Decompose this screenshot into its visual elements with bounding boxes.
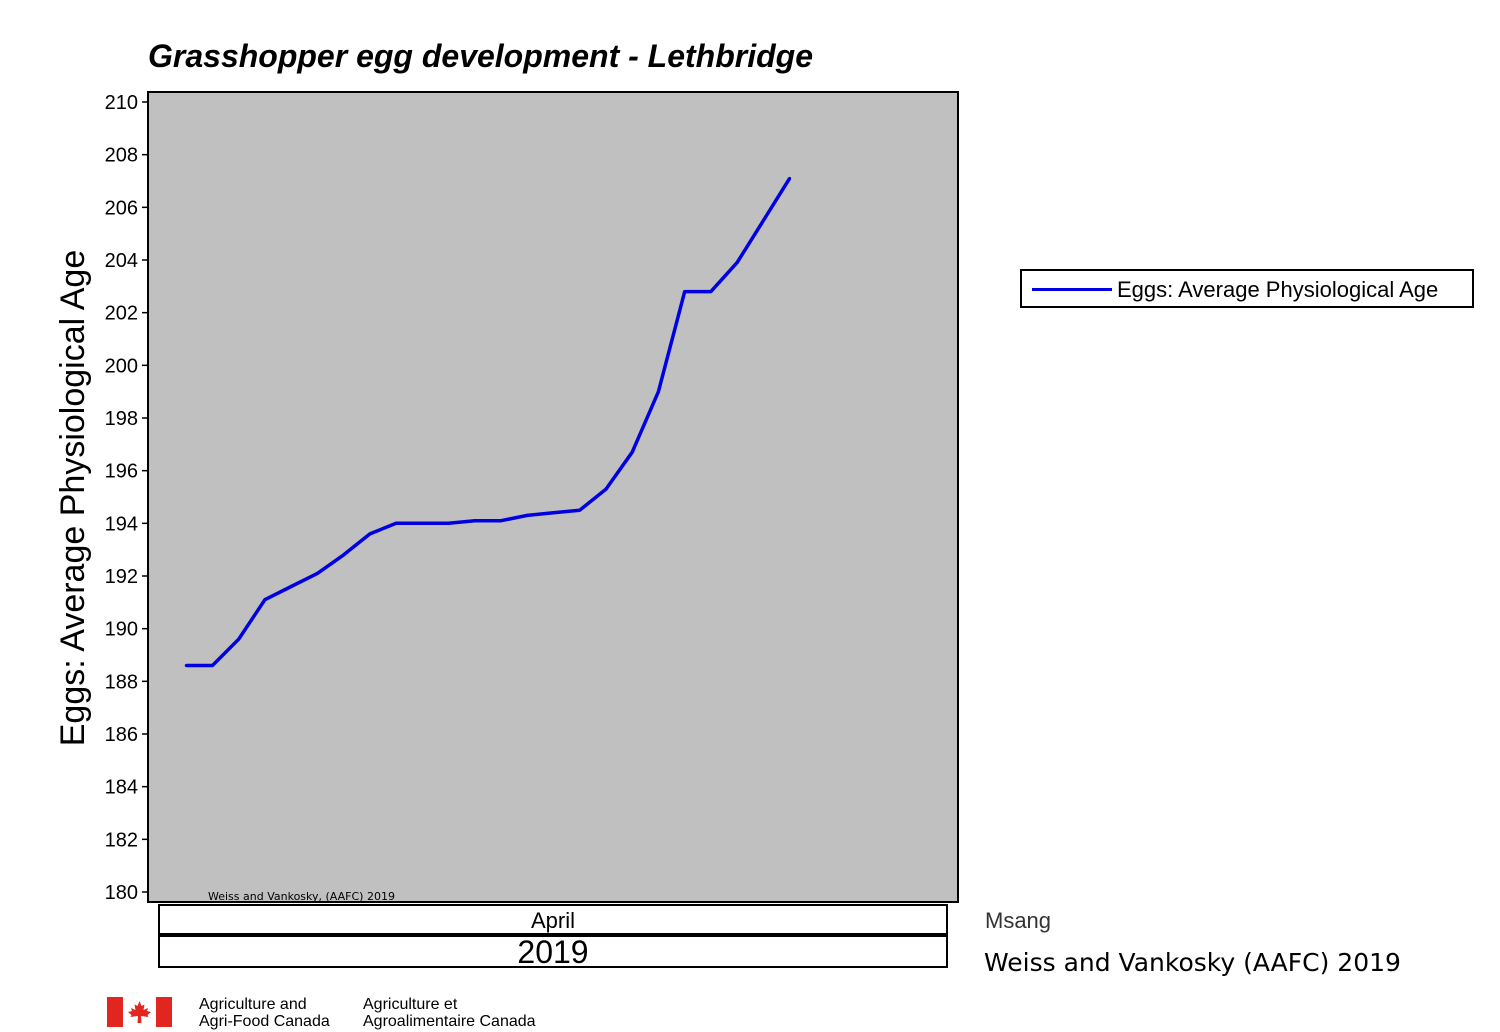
data-point [237,637,241,641]
agency-name-fr: Agriculture et Agroalimentaire Canada [363,996,536,1030]
data-point [788,176,792,180]
y-tick-label: 200 [105,355,138,377]
x-month-box [158,904,948,935]
data-point [683,290,687,294]
y-axis: 180 182 184 186 188 190 192 194 196 198 200 202 204 2… [105,92,148,904]
series-points [184,176,792,668]
x-month-label: April [531,908,575,933]
data-point [525,513,529,517]
x-year-label: 2019 [517,934,588,970]
y-tick-label: 192 [105,566,138,588]
y-tick-label: 186 [105,724,138,746]
y-tick-label: 184 [105,777,138,799]
y-tick-label: 206 [105,197,138,219]
data-point [709,290,713,294]
y-tick-label: 182 [105,829,138,851]
y-tick-label: 210 [105,92,138,114]
y-tick-label: 208 [105,145,138,167]
data-point [499,519,503,523]
data-point [184,664,188,668]
y-tick-label: 190 [105,619,138,641]
series-line [186,177,792,668]
data-point [735,261,739,265]
y-tick-label: 202 [105,303,138,325]
plot-area [147,91,959,903]
agency-en-line2: Agri-Food Canada [199,1013,330,1030]
data-point [368,532,372,536]
data-point [630,450,634,454]
y-tick-label: 198 [105,408,138,430]
legend-swatch [1032,288,1112,291]
data-point [210,664,214,668]
legend: Eggs: Average Physiological Age [1020,269,1474,308]
agency-en-line1: Agriculture and [199,996,307,1013]
y-tick-label: 204 [105,250,138,272]
chart-title: Grasshopper egg development - Lethbridge [148,38,813,74]
credit-text: Weiss and Vankosky (AAFC) 2019 [984,948,1401,977]
data-point [420,521,424,525]
data-point [394,521,398,525]
station-label: Msang [985,908,1052,933]
y-tick-label: 196 [105,461,138,483]
legend-label: Eggs: Average Physiological Age [1117,277,1439,302]
data-point [604,487,608,491]
data-point [263,598,267,602]
y-axis-label: Eggs: Average Physiological Age [54,250,92,747]
agency-fr-line2: Agroalimentaire Canada [363,1013,536,1030]
data-point [315,571,319,575]
y-tick-label: 188 [105,671,138,693]
y-tick-label: 180 [105,882,138,904]
data-point [447,521,451,525]
data-point [552,511,555,515]
data-point [656,390,660,394]
agency-name-en: Agriculture and Agri-Food Canada [199,996,330,1030]
agency-fr-line1: Agriculture et [363,996,458,1013]
y-tick-label: 194 [105,513,138,535]
data-point [289,585,293,589]
data-point [761,219,765,222]
canada-flag-icon [107,997,172,1027]
data-point [473,519,477,523]
data-point [342,553,346,557]
x-year-box [158,935,948,968]
inner-watermark: Weiss and Vankosky, (AAFC) 2019 [208,890,395,903]
data-point [578,508,582,512]
